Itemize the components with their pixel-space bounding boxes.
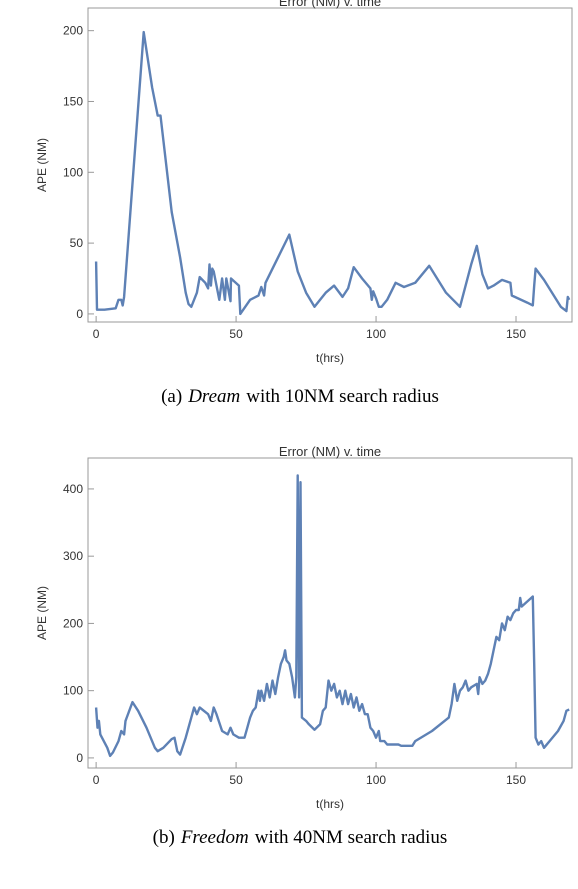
x-tick-label: 150 (506, 327, 526, 341)
line-series (94, 30, 571, 316)
y-tick-label: 150 (63, 94, 83, 108)
y-tick-label: 400 (63, 482, 83, 496)
y-tick-label: 100 (63, 165, 83, 179)
x-tick-label: 150 (506, 773, 526, 787)
caption: (b) Freedom with 40NM search radius (153, 827, 448, 848)
chart-title: Error (NM) v. time (279, 0, 381, 9)
plot-frame (87, 457, 573, 769)
chart-title: Error (NM) v. time (279, 444, 381, 459)
y-tick-label: 100 (63, 684, 83, 698)
chart: Error (NM) v. time 0 50 100 150 0 50 100 150 200 t… (35, 0, 573, 407)
line-series (94, 474, 570, 758)
caption: (a) Dream with 10NM search radius (161, 386, 439, 407)
x-tick-label: 50 (229, 773, 243, 787)
y-tick-label: 200 (63, 24, 83, 38)
y-tick-label: 0 (76, 307, 83, 321)
chart: Error (NM) v. time 0 50 100 150 0 100 200 300 400… (35, 444, 573, 848)
x-axis-label: t(hrs) (316, 351, 344, 365)
y-axis-label: APE (NM) (35, 138, 49, 192)
x-tick-label: 0 (93, 327, 100, 341)
y-tick-label: 0 (76, 751, 83, 765)
x-tick-label: 0 (93, 773, 100, 787)
caption-label: (b) (153, 827, 175, 848)
y-tick-label: 50 (70, 236, 84, 250)
caption-text: with 10NM search radius (246, 386, 439, 407)
y-tick-label: 300 (63, 549, 83, 563)
y-axis-label: APE (NM) (35, 586, 49, 640)
caption-name: Freedom (180, 827, 249, 848)
x-axis-label: t(hrs) (316, 797, 344, 811)
x-tick-label: 100 (366, 773, 386, 787)
y-tick-label: 200 (63, 616, 83, 630)
x-tick-label: 100 (366, 327, 386, 341)
caption-name: Dream (187, 386, 240, 407)
x-tick-label: 50 (229, 327, 243, 341)
caption-label: (a) (161, 386, 182, 407)
plot-frame (87, 7, 573, 323)
caption-text: with 40NM search radius (255, 827, 448, 848)
